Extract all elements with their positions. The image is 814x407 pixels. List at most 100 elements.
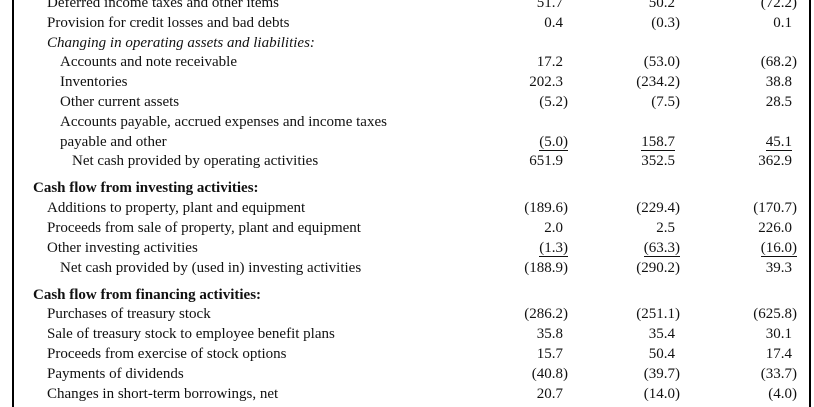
value-cell: (286.2) (524, 304, 568, 324)
value-text: (286.2) (524, 306, 568, 323)
value-cell: 15.7 (537, 344, 568, 364)
value-cell: (625.8) (753, 304, 797, 324)
value-text: (72.2) (760, 0, 797, 11)
value-cell: (188.9) (524, 258, 568, 278)
row-label: Net cash provided by operating activitie… (72, 153, 319, 170)
row-label: Payments of dividends (47, 365, 184, 382)
value-text: (234.2) (636, 74, 680, 91)
row-label: Provision for credit losses and bad debt… (47, 14, 290, 31)
value-cell: 352.5 (641, 151, 680, 171)
table-row: Changes in short-term borrowings, net 20.… (0, 384, 814, 404)
table-row: Additions to property, plant and equipme… (0, 198, 814, 218)
value-cell: (170.7) (753, 198, 797, 218)
value-text: 651.9 (529, 153, 563, 170)
table-row: Other investing activities (1.3) (63.3) (16… (0, 238, 814, 258)
value-text: (170.7) (753, 200, 797, 217)
value-text: (290.2) (636, 259, 680, 276)
row-label: Changing in operating assets and liabili… (47, 34, 315, 51)
table-row: Sale of treasury stock to employee benef… (0, 324, 814, 344)
value-cell: 20.7 (537, 384, 568, 404)
value-text: (0.3) (651, 14, 680, 31)
value-text: 35.4 (648, 326, 675, 343)
value-cell: 17.2 (537, 52, 568, 72)
value-cell: 28.5 (766, 92, 797, 112)
value-text: (251.1) (636, 306, 680, 323)
value-cell: (14.0) (644, 384, 680, 404)
value-cell: 50.2 (649, 0, 680, 13)
value-cell: (7.5) (651, 92, 680, 112)
value-cell: 39.3 (766, 258, 797, 278)
value-text: 35.8 (536, 326, 563, 343)
table-row: Accounts payable, accrued expenses and i… (0, 112, 814, 132)
row-label: Proceeds from sale of property, plant an… (47, 220, 361, 236)
value-text: (53.0) (643, 54, 680, 71)
row-label: Net cash provided by (used in) investing… (60, 259, 362, 276)
value-cell: (290.2) (636, 258, 680, 278)
value-cell: (72.2) (761, 0, 797, 13)
row-label: Additions to property, plant and equipme… (47, 200, 306, 217)
value-cell: (16.0) (760, 238, 797, 258)
value-text: (14.0) (643, 385, 680, 402)
section-heading: Cash flow from investing activities: (0, 178, 814, 198)
value-text: 226.0 (758, 220, 792, 236)
value-cell: (251.1) (636, 304, 680, 324)
value-text: 28.5 (765, 94, 792, 110)
row-label: Proceeds from exercise of stock options (47, 346, 287, 362)
value-text: 0.1 (773, 14, 792, 31)
value-text: (7.5) (651, 94, 680, 110)
value-cell: 2.0 (544, 218, 568, 238)
value-cell: 0.1 (773, 13, 797, 33)
value-cell: 35.8 (537, 324, 568, 344)
value-cell: 158.7 (641, 132, 680, 152)
row-label: Inventories (60, 74, 128, 91)
value-cell: (5.2) (539, 92, 568, 112)
value-text: 50.4 (648, 346, 675, 362)
table-row: Purchases of treasury stock (286.2) (251.1… (0, 304, 814, 324)
value-text: 39.3 (765, 259, 792, 276)
value-text: (5.0) (539, 133, 568, 151)
value-cell: 226.0 (758, 218, 797, 238)
value-text: 2.0 (544, 220, 563, 236)
value-text: 51.7 (536, 0, 563, 11)
value-text: 362.9 (758, 153, 792, 170)
value-cell: 35.4 (649, 324, 680, 344)
value-text: (40.8) (531, 365, 568, 382)
value-cell: (234.2) (636, 72, 680, 92)
row-label: Cash flow from investing activities: (33, 180, 259, 197)
value-text: 20.7 (536, 385, 563, 402)
value-text: (4.0) (768, 385, 797, 402)
value-text: (33.7) (760, 365, 797, 382)
value-text: 15.7 (536, 346, 563, 362)
right-border (809, 0, 811, 407)
table-row: Net cash provided by (used in) investing… (0, 258, 814, 278)
row-label: Accounts and note receivable (60, 54, 238, 71)
value-cell: 30.1 (766, 324, 797, 344)
table-row: Accounts and note receivable 17.2 (53.0) (6… (0, 52, 814, 72)
value-cell: 202.3 (529, 72, 568, 92)
value-text: (1.3) (539, 239, 568, 257)
value-cell: (5.0) (539, 132, 568, 152)
value-text: 202.3 (529, 74, 563, 91)
value-text: (39.7) (643, 365, 680, 382)
table-row: Changing in operating assets and liabili… (0, 33, 814, 53)
value-text: (68.2) (760, 54, 797, 71)
row-label: Changes in short-term borrowings, net (47, 385, 279, 402)
row-label: Purchases of treasury stock (47, 306, 211, 323)
value-cell: 2.5 (656, 218, 680, 238)
row-label: Cash flow from financing activities: (33, 286, 262, 303)
value-cell: 51.7 (537, 0, 568, 13)
table-row: Other current assets (5.2) (7.5) 28.5 (0, 92, 814, 112)
value-text: (188.9) (524, 259, 568, 276)
table-row: Deferred income taxes and other items 51.… (0, 0, 814, 13)
value-cell: (229.4) (636, 198, 680, 218)
value-cell: (63.3) (643, 238, 680, 258)
section-heading: Cash flow from financing activities: (0, 285, 814, 305)
value-text: 50.2 (648, 0, 675, 11)
value-cell: 0.4 (544, 13, 568, 33)
row-label: Accounts payable, accrued expenses and i… (60, 113, 387, 130)
value-text: (189.6) (524, 200, 568, 217)
value-cell: (53.0) (644, 52, 680, 72)
value-text: 158.7 (641, 133, 675, 151)
row-label: Other current assets (60, 94, 180, 110)
value-cell: (39.7) (644, 364, 680, 384)
